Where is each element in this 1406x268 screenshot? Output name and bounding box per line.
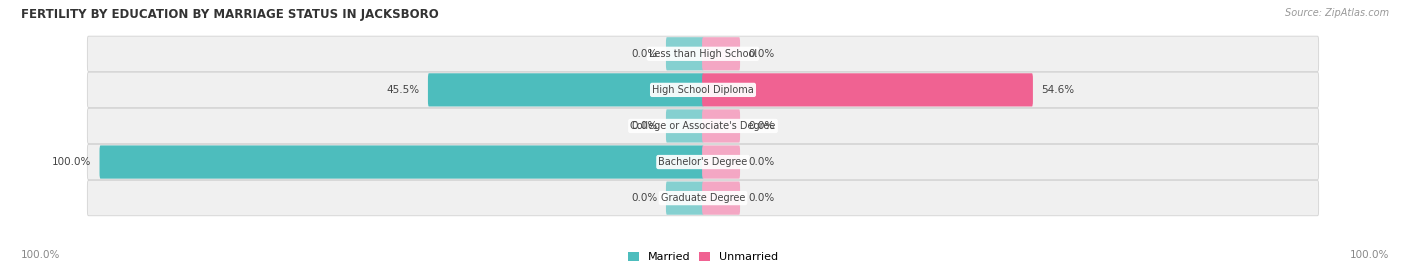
FancyBboxPatch shape [87,108,1319,144]
Text: 0.0%: 0.0% [631,121,658,131]
Text: 45.5%: 45.5% [387,85,420,95]
Text: 0.0%: 0.0% [631,193,658,203]
Text: 100.0%: 100.0% [21,250,60,260]
Text: 0.0%: 0.0% [748,121,775,131]
FancyBboxPatch shape [666,37,704,70]
FancyBboxPatch shape [702,73,1033,106]
Text: Less than High School: Less than High School [650,49,756,59]
FancyBboxPatch shape [702,181,740,215]
FancyBboxPatch shape [87,72,1319,107]
Text: 0.0%: 0.0% [748,157,775,167]
Text: 0.0%: 0.0% [631,49,658,59]
FancyBboxPatch shape [427,73,704,106]
FancyBboxPatch shape [702,146,740,179]
Text: Source: ZipAtlas.com: Source: ZipAtlas.com [1285,8,1389,18]
FancyBboxPatch shape [666,109,704,143]
FancyBboxPatch shape [100,146,704,179]
Text: High School Diploma: High School Diploma [652,85,754,95]
FancyBboxPatch shape [87,144,1319,180]
FancyBboxPatch shape [87,36,1319,72]
Text: Bachelor's Degree: Bachelor's Degree [658,157,748,167]
FancyBboxPatch shape [87,180,1319,216]
Text: 100.0%: 100.0% [1350,250,1389,260]
Text: 54.6%: 54.6% [1040,85,1074,95]
Text: 0.0%: 0.0% [748,193,775,203]
FancyBboxPatch shape [702,37,740,70]
FancyBboxPatch shape [666,181,704,215]
FancyBboxPatch shape [702,109,740,143]
Text: 100.0%: 100.0% [52,157,91,167]
Text: FERTILITY BY EDUCATION BY MARRIAGE STATUS IN JACKSBORO: FERTILITY BY EDUCATION BY MARRIAGE STATU… [21,8,439,21]
Text: College or Associate's Degree: College or Associate's Degree [630,121,776,131]
Text: 0.0%: 0.0% [748,49,775,59]
Legend: Married, Unmarried: Married, Unmarried [623,247,783,267]
Text: Graduate Degree: Graduate Degree [661,193,745,203]
